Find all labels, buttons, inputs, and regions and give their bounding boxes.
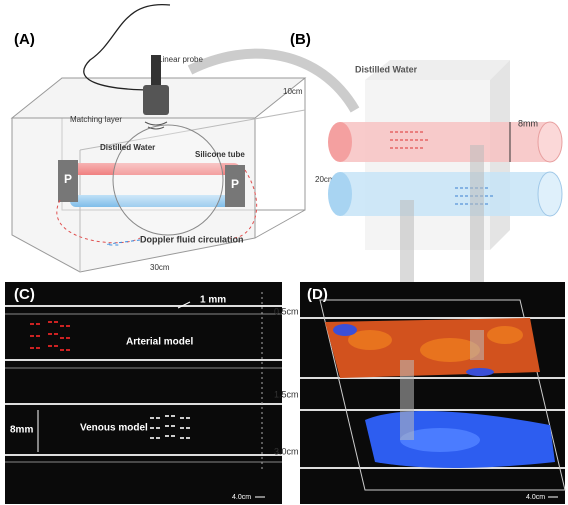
panel-d: (D) 4.0cm [300, 282, 565, 504]
scale-label: 4.0cm [526, 494, 545, 501]
cylinder-end [328, 122, 352, 162]
annotation: Arterial model [126, 337, 193, 348]
focus-circle [113, 125, 223, 235]
annotation: Doppler fluid circulation [140, 234, 244, 244]
panel-label: (A) [14, 31, 35, 48]
tank-edge [255, 210, 305, 238]
annotation: 1 mm [200, 295, 226, 306]
panel-c: (C) 1 mm 0.5cm Arterial model 1.5cm 8mm … [5, 282, 299, 504]
figure: P P (A) Linear probe Matching layer Dist… [0, 0, 568, 505]
panel-label: (C) [14, 286, 35, 303]
annotation: Distilled Water [355, 64, 418, 74]
depth-label: 1.5cm [274, 389, 299, 399]
cylinder-end [328, 172, 352, 216]
annotation: Distilled Water [100, 143, 155, 152]
dimension: 8mm [518, 118, 538, 128]
scale-label: 4.0cm [232, 494, 251, 501]
pump-label: P [64, 172, 72, 186]
annotation: Silicone tube [195, 150, 245, 159]
ultrasound-image [5, 282, 282, 504]
projection-arrow [400, 360, 414, 440]
depth-label: 0.5cm [274, 306, 299, 316]
depth-label: 3.0cm [274, 446, 299, 456]
panel-label: (B) [290, 31, 311, 48]
projection-arrow [470, 330, 484, 360]
annotation: Matching layer [70, 115, 122, 124]
dimension: 30cm [150, 263, 170, 272]
speckle [466, 368, 494, 376]
annotation: Venous model [80, 423, 148, 434]
ultrasound-image [300, 282, 565, 504]
cylinder-end [538, 122, 562, 162]
speckle [333, 324, 357, 336]
vein-cylinder [340, 172, 550, 216]
speckle [487, 326, 523, 344]
cylinder-end [538, 172, 562, 216]
probe-head [143, 85, 169, 115]
dimension: 8mm [10, 425, 33, 436]
panel-label: (D) [307, 286, 328, 303]
dimension: 10cm [283, 87, 303, 96]
annotation: Linear probe [158, 55, 203, 64]
pump-label: P [231, 177, 239, 191]
